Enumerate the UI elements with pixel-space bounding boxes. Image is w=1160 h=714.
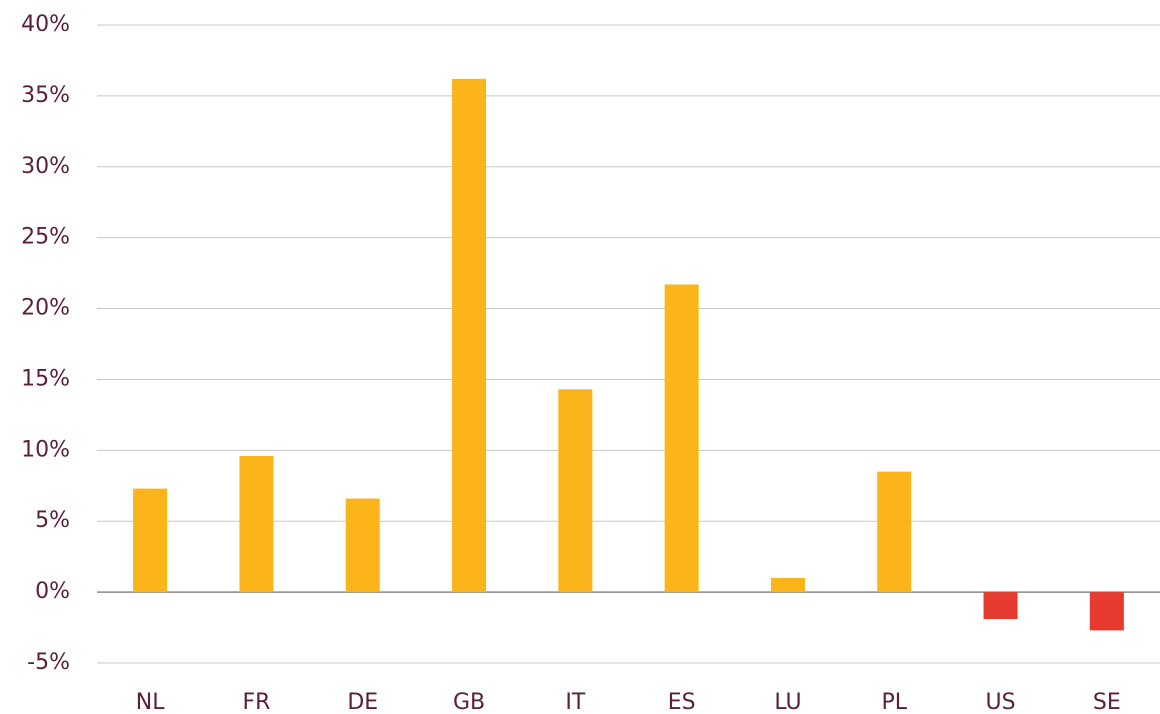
x-tick-label: FR [242, 690, 270, 714]
bar [558, 389, 593, 593]
x-tick-label: GB [453, 690, 485, 714]
y-tick-label: 20% [21, 296, 70, 321]
x-tick-label: DE [347, 690, 378, 714]
y-tick-label: 15% [21, 366, 70, 391]
y-tick-label: 5% [35, 508, 70, 533]
y-tick-label: 25% [21, 225, 70, 250]
x-tick-label: SE [1093, 690, 1121, 714]
bar [664, 284, 699, 593]
x-tick-label: NL [136, 690, 165, 714]
y-tick-label: 35% [21, 83, 70, 108]
bar [345, 498, 380, 593]
x-tick-label: ES [668, 690, 696, 714]
y-tick-label: 10% [21, 437, 70, 462]
bar [770, 577, 805, 593]
x-tick-label: US [986, 690, 1016, 714]
y-tick-label: -5% [27, 650, 70, 675]
y-tick-label: 0% [35, 579, 70, 604]
y-tick-label: 40% [21, 12, 70, 37]
bar [133, 488, 168, 593]
bar [452, 78, 487, 593]
bar [983, 592, 1018, 620]
bar [1089, 592, 1124, 631]
x-tick-label: IT [565, 690, 585, 714]
x-tick-label: PL [881, 690, 907, 714]
bar [239, 456, 274, 593]
y-tick-label: 30% [21, 154, 70, 179]
x-tick-label: LU [774, 690, 801, 714]
bar [877, 471, 912, 593]
